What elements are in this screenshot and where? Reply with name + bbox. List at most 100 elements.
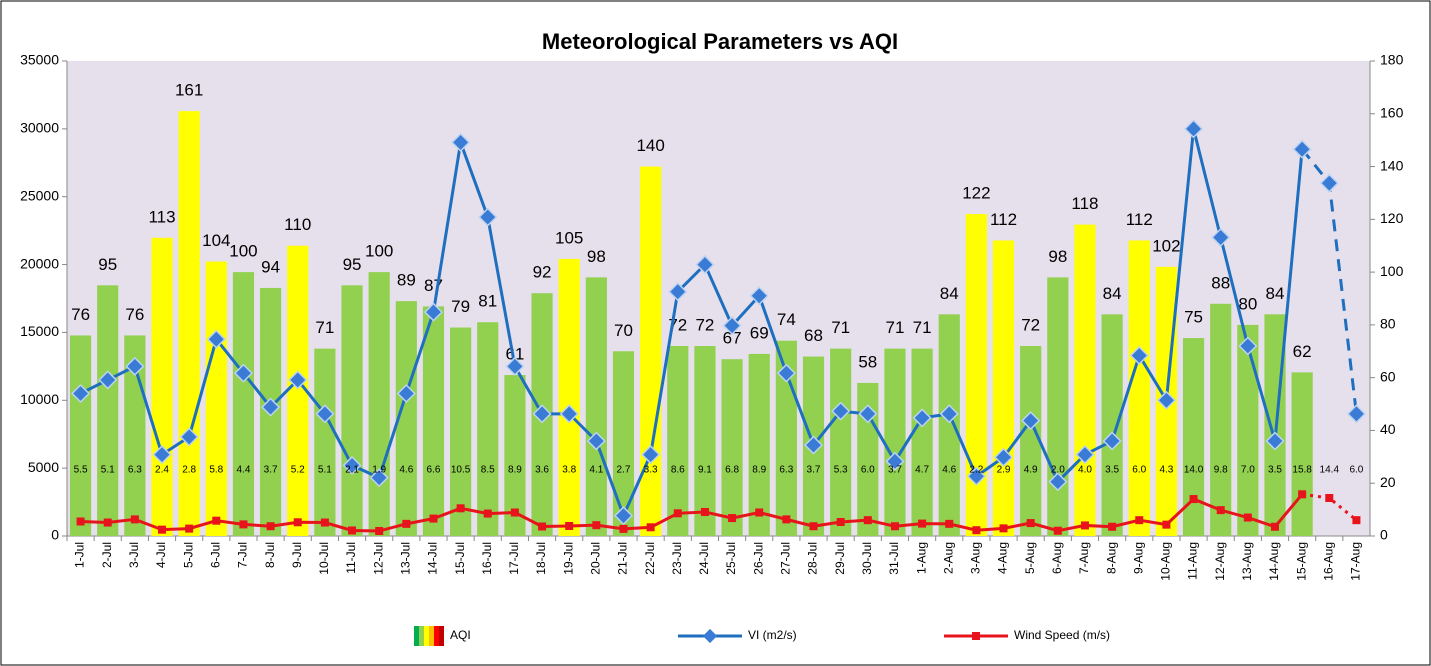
- line-marker: [755, 508, 764, 517]
- bar: [585, 277, 607, 536]
- bar-value-label: 75: [1184, 308, 1203, 327]
- y2-tick-label: 0: [1380, 527, 1388, 543]
- line-marker: [532, 404, 552, 424]
- legend-label: Wind Speed (m/s): [1014, 628, 1110, 642]
- line-marker: [505, 356, 525, 376]
- line-marker: [76, 517, 85, 526]
- bar: [1047, 277, 1069, 536]
- bar: [1291, 372, 1313, 536]
- x-tick-label: 30-Jul: [860, 542, 874, 575]
- line-marker: [233, 363, 253, 383]
- bar-value-label: 84: [1103, 284, 1122, 303]
- x-tick-label: 13-Aug: [1240, 542, 1254, 581]
- point-value-label: 6.0: [1132, 465, 1146, 476]
- line-marker: [885, 451, 905, 471]
- line-marker: [1352, 516, 1361, 525]
- point-value-label: 6.3: [779, 465, 793, 476]
- bar-value-label: 122: [962, 184, 990, 203]
- bar: [1101, 314, 1123, 536]
- line-marker: [858, 404, 878, 424]
- line-marker: [673, 509, 682, 518]
- legend-marker: [702, 628, 718, 644]
- legend-label: VI (m2/s): [748, 628, 797, 642]
- bar-value-label: 76: [71, 305, 90, 324]
- bar: [368, 272, 390, 536]
- point-value-label: 3.5: [1268, 465, 1282, 476]
- x-tick-label: 21-Jul: [616, 542, 630, 575]
- point-value-label: 4.1: [589, 465, 603, 476]
- point-value-label: 2.4: [155, 465, 169, 476]
- x-tick-label: 15-Aug: [1294, 542, 1308, 581]
- y2-tick-label: 40: [1380, 421, 1396, 437]
- point-value-label: 6.3: [128, 465, 142, 476]
- bar: [151, 237, 173, 537]
- point-value-label: 4.3: [1159, 465, 1173, 476]
- point-value-label: 4.4: [236, 465, 250, 476]
- x-tick-label: 31-Jul: [887, 542, 901, 575]
- line-marker: [668, 282, 688, 302]
- bar-value-label: 62: [1293, 342, 1312, 361]
- y2-tick-label: 120: [1380, 210, 1404, 226]
- point-value-label: 4.6: [399, 465, 413, 476]
- bar: [667, 346, 689, 536]
- bar: [965, 214, 987, 537]
- line-marker: [559, 404, 579, 424]
- line-marker: [1135, 516, 1144, 525]
- legend-swatch: [419, 626, 424, 646]
- line-marker: [1075, 445, 1095, 465]
- line-marker: [1189, 495, 1198, 504]
- line-marker: [288, 370, 308, 390]
- line-marker: [749, 286, 769, 306]
- line-marker: [646, 523, 655, 532]
- point-value-label: 14.4: [1320, 465, 1340, 476]
- line-marker: [375, 526, 384, 535]
- line-marker: [451, 132, 471, 152]
- x-tick-label: 23-Jul: [670, 542, 684, 575]
- bar: [395, 301, 417, 536]
- line-marker: [1048, 472, 1068, 492]
- y2-tick-label: 20: [1380, 474, 1396, 490]
- point-value-label: 10.5: [451, 465, 471, 476]
- line-marker: [103, 518, 112, 527]
- line-marker: [1211, 227, 1231, 247]
- line-marker: [1346, 404, 1366, 424]
- line-marker: [1325, 494, 1334, 502]
- legend-label: AQI: [450, 628, 471, 642]
- line-marker: [831, 401, 851, 421]
- bar-value-label: 94: [261, 257, 280, 276]
- point-value-label: 9.1: [698, 465, 712, 476]
- point-value-label: 3.7: [807, 465, 821, 476]
- x-tick-label: 2-Jul: [100, 542, 114, 568]
- line-marker: [918, 519, 927, 528]
- x-tick-label: 16-Aug: [1321, 542, 1335, 581]
- bar: [1210, 303, 1232, 536]
- point-value-label: 5.1: [318, 465, 332, 476]
- line-marker: [98, 370, 118, 390]
- x-tick-label: 24-Jul: [697, 542, 711, 575]
- line-marker: [206, 329, 226, 349]
- point-value-label: 3.6: [535, 465, 549, 476]
- chart-title: Meteorological Parameters vs AQI: [542, 29, 898, 54]
- x-tick-label: 1-Jul: [73, 542, 87, 568]
- line-marker: [565, 521, 574, 530]
- line-marker: [972, 526, 981, 535]
- bar-value-label: 110: [284, 215, 311, 234]
- bar-value-label: 69: [750, 323, 769, 342]
- line-marker: [1243, 513, 1252, 522]
- bar-value-label: 100: [365, 242, 393, 261]
- x-tick-label: 10-Aug: [1159, 542, 1173, 581]
- point-value-label: 5.1: [101, 465, 115, 476]
- x-tick-label: 8-Jul: [263, 542, 277, 568]
- bar-value-label: 58: [858, 352, 877, 371]
- bar: [232, 272, 255, 536]
- bar-value-label: 105: [555, 228, 583, 247]
- legend-swatch: [424, 626, 429, 646]
- point-value-label: 2.1: [345, 465, 359, 476]
- bar: [1237, 324, 1259, 536]
- x-tick-label: 17-Jul: [507, 542, 521, 575]
- point-value-label: 4.7: [915, 465, 929, 476]
- line-marker: [71, 383, 91, 404]
- y-tick-label: 35000: [20, 52, 59, 68]
- x-tick-label: 25-Jul: [724, 542, 738, 575]
- legend-swatch: [429, 626, 434, 646]
